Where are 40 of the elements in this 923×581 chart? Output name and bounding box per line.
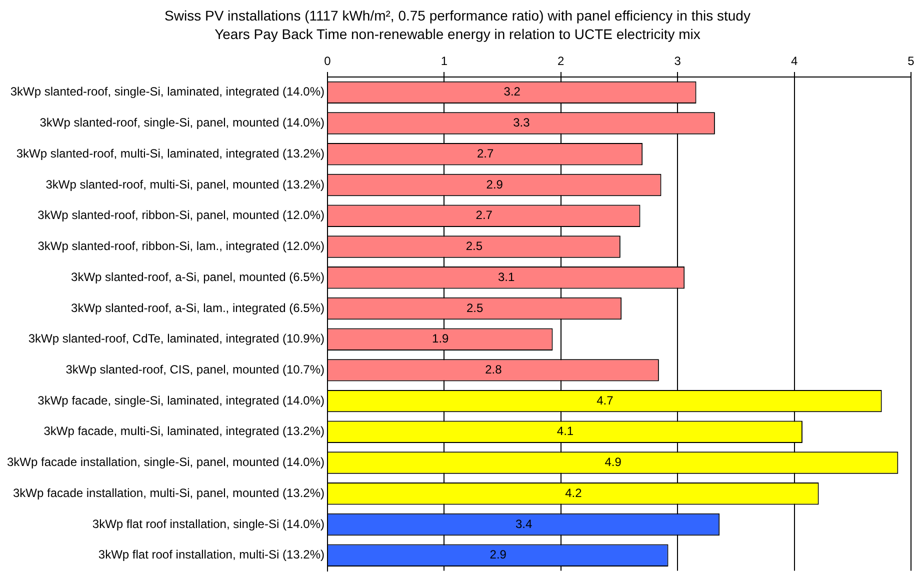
y-tick-label: 3kWp facade, multi-Si, laminated, integrated (13.2%) (44, 424, 325, 438)
data-label: 2.7 (476, 146, 494, 160)
y-tick-label: 3kWp slanted-roof, single-Si, panel, mounted (14.0%) (40, 116, 325, 130)
y-tick-label: 3kWp slanted-roof, ribbon-Si, panel, mounted (12.0%) (38, 208, 325, 222)
y-tick-label: 3kWp facade installation, single-Si, panel, mounted (14.0%) (6, 455, 325, 470)
x-tick-label: 1 (440, 54, 448, 68)
y-tick-label: 3kWp slanted-roof, a-Si, lam., integrated (6.5%) (71, 300, 325, 315)
x-tick-label: 0 (324, 54, 332, 68)
data-label: 2.9 (486, 177, 504, 192)
y-tick-label: 3kWp slanted-roof, ribbon-Si, lam., integrated (12.0%) (38, 239, 325, 254)
data-label: 2.5 (466, 300, 484, 315)
x-tick-label: 2 (558, 54, 565, 68)
y-tick-label: 3kWp facade installation, multi-Si, panel, mounted (13.2%) (13, 486, 325, 500)
x-tick-label: 3 (674, 54, 682, 68)
data-label: 2.5 (466, 239, 483, 254)
chart-subtitle: Years Pay Back Time non-renewable energy in relation to UCTE electricity mix (214, 26, 700, 42)
x-tick-label: 4 (790, 54, 798, 68)
y-tick-label: 3kWp slanted-roof, a-Si, panel, mounted (6.5%) (71, 270, 325, 284)
y-tick-label: 3kWp slanted-roof, CdTe, laminated, integrated (10.9%) (28, 332, 325, 346)
data-label: 4.1 (556, 424, 574, 438)
data-label: 4.2 (565, 486, 582, 500)
data-label: 4.7 (596, 393, 614, 408)
y-tick-label: 3kWp slanted-roof, multi-Si, panel, mounted (13.2%) (46, 177, 325, 192)
data-label: 4.9 (604, 455, 622, 470)
y-tick-label: 3kWp flat roof installation, multi-Si (13.2%) (98, 548, 325, 562)
y-tick-label: 3kWp slanted-roof, multi-Si, laminated, integrated (13.2%) (16, 146, 325, 160)
y-tick-label: 3kWp slanted-roof, single-Si, laminated, integrated (14.0%) (10, 84, 325, 99)
data-label: 2.7 (476, 208, 493, 222)
data-label: 3.3 (513, 116, 530, 130)
data-label: 1.9 (432, 332, 450, 346)
data-label: 3.2 (504, 84, 521, 99)
chart-title: Swiss PV installations (1117 kWh/m², 0.75 performance ratio) with panel efficiency in this study (164, 7, 750, 24)
data-label: 2.8 (485, 362, 502, 377)
data-label: 2.9 (490, 548, 507, 562)
y-tick-label: 3kWp flat roof installation, single-Si (14.0%) (92, 516, 325, 531)
y-tick-label: 3kWp slanted-roof, CIS, panel, mounted (10.7%) (66, 362, 325, 377)
data-label: 3.4 (515, 516, 532, 531)
data-label: 3.1 (498, 270, 515, 284)
x-tick-label: 5 (908, 54, 915, 68)
y-tick-label: 3kWp facade, single-Si, laminated, integrated (14.0%) (38, 393, 325, 408)
